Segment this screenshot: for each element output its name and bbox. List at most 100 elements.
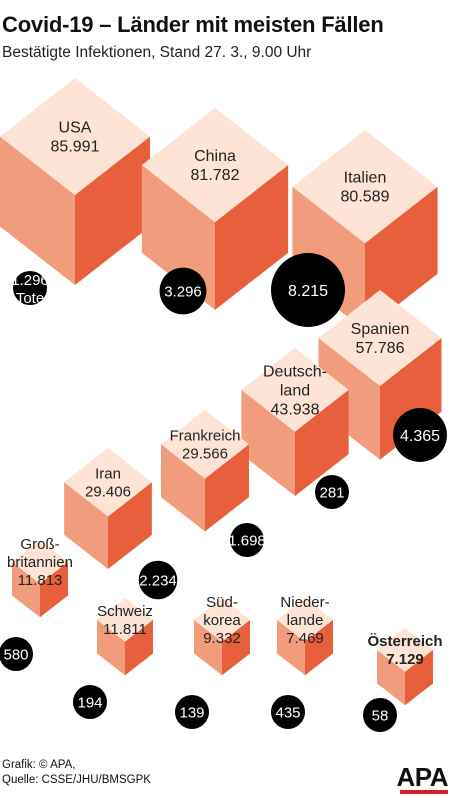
country-name-label: Schweiz [97,603,153,620]
deaths-label: 1.296 [11,272,49,289]
country-name-label: Süd- [206,594,238,611]
footer-credit: Grafik: © APA, [2,759,76,771]
cube-top-face [194,598,250,642]
deaths-circle [138,560,178,600]
cube-top-face [241,348,349,432]
cube-right-face [295,389,349,496]
cube-left-face [161,444,205,532]
cases-label: 9.332 [203,630,241,647]
cases-label: 81.782 [191,167,240,184]
cases-label: 29.406 [85,483,131,500]
cube-left-face [277,619,305,676]
deaths-circle [315,475,349,509]
footer-source: Quelle: CSSE/JHU/BMSGPK [2,774,151,786]
country-name-label: Italien [344,170,387,187]
cube-top-face [0,78,150,195]
cases-label: 85.991 [51,139,100,156]
country-cube: Deutsch-land 43.938 281 [241,348,349,509]
apa-logo: APA [396,762,449,792]
country-name-label: Frankreich [170,428,241,445]
deaths-label: 281 [319,484,344,501]
deaths-circle [393,408,447,462]
deaths-circle [271,695,305,729]
chart-title: Covid-19 – Länder mit meisten Fällen [2,12,384,37]
cases-label: 11.811 [103,621,147,638]
chart-subtitle: Bestätigte Infektionen, Stand 27. 3., 9.… [2,44,312,61]
deaths-circle [230,523,264,557]
deaths-label: 194 [77,694,102,711]
cube-top-face [97,598,153,642]
deaths-circle [73,685,107,719]
deaths-label: 3.296 [164,283,202,300]
deaths-circle [13,271,47,305]
cube-top-face [64,448,152,517]
country-name-label: Österreich [367,633,442,650]
cube-right-face [125,619,153,676]
cube-right-face [405,649,433,706]
deaths-circle [363,698,397,732]
cube-top-face [277,598,333,642]
cube-left-face [64,482,108,570]
deaths-label: 2.234 [139,572,177,589]
country-name-label: britannien [7,554,73,571]
cube-left-face [194,619,222,676]
country-name-label: China [194,148,236,165]
deaths-suffix-label: Tote [16,290,44,307]
cube-right-face [75,136,150,285]
apa-logo-bar [400,790,448,794]
cube-top-face [318,290,442,386]
country-name-label: land [280,382,310,399]
deaths-label: 580 [3,646,28,663]
country-name-label: USA [59,120,92,137]
deaths-label: 435 [275,704,300,721]
deaths-circle [159,267,207,315]
cases-label: 29.566 [182,446,228,463]
country-name-label: Spanien [351,321,410,338]
deaths-circle [0,637,33,671]
country-cube: Italien 80.589 8.215 [271,130,438,331]
cases-label: 57.786 [356,340,405,357]
cases-label: 7.129 [386,651,424,668]
cube-top-face [292,130,438,244]
cube-right-face [108,482,152,570]
cube-right-face [40,561,68,618]
deaths-label: 4.365 [400,428,440,445]
country-name-label: Deutsch- [263,363,327,380]
cases-label: 80.589 [341,189,390,206]
cube-right-face [205,444,249,532]
cube-right-face [305,619,333,676]
cube-top-face [12,540,68,584]
cases-label: 7.469 [286,630,324,647]
country-cube: China 81.782 3.296 [141,108,289,315]
deaths-label: 58 [372,707,389,724]
country-name-label: Iran [95,465,121,482]
country-name-label: korea [203,612,241,629]
cases-label: 43.938 [271,401,320,418]
country-name-label: Nieder- [280,594,329,611]
deaths-circle [175,695,209,729]
country-cube: Spanien 57.786 4.365 [318,290,447,462]
country-name-label: lande [287,612,324,629]
deaths-label: 139 [179,704,204,721]
cube-right-face [222,619,250,676]
cube-left-face [97,619,125,676]
deaths-label: 1.698 [228,532,266,549]
cube-left-face [377,649,405,706]
cube-top-face [377,628,433,672]
cube-top-face [161,410,249,479]
cube-left-face [318,337,380,460]
source-footer: Grafik: © APA, Quelle: CSSE/JHU/BMSGPK [2,758,151,788]
country-name-label: Groß- [20,536,59,553]
cube-left-face [241,389,295,496]
cases-label: 11.813 [18,572,63,589]
cube-top-face [141,108,289,223]
